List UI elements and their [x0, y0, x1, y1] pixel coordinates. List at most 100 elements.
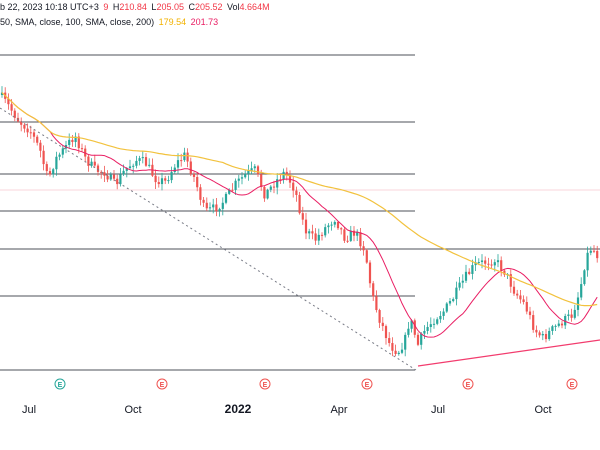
candle	[263, 185, 266, 202]
candle	[186, 148, 189, 168]
candle	[20, 117, 23, 132]
candle	[234, 178, 237, 195]
support-trendline	[417, 339, 600, 367]
candle	[132, 163, 135, 174]
candle	[247, 164, 250, 181]
candle	[356, 229, 359, 242]
candle	[301, 206, 304, 225]
candle	[29, 125, 32, 139]
candle	[208, 202, 212, 212]
candle	[573, 304, 576, 320]
candle	[272, 180, 276, 194]
earnings-marker[interactable]: E	[259, 378, 271, 390]
legend-low-value: 205.05	[156, 2, 184, 12]
candle	[519, 289, 522, 304]
x-axis-tick-label: Apr	[330, 404, 347, 416]
candle	[276, 173, 279, 195]
candle	[490, 259, 493, 269]
candle	[212, 198, 215, 214]
candle	[61, 145, 64, 159]
candle	[372, 280, 375, 301]
candle	[528, 306, 532, 320]
earnings-marker[interactable]: E	[361, 378, 373, 390]
candle	[100, 170, 103, 179]
candle	[112, 169, 116, 182]
earnings-letter: E	[466, 382, 471, 389]
trendlines	[0, 107, 600, 371]
earnings-marker[interactable]: E	[566, 378, 578, 390]
legend-ohlc-row: b 22, 2023 10:18 UTC+3 9 H210.84 L205.05…	[0, 2, 272, 12]
candle	[333, 220, 336, 228]
candle	[314, 228, 317, 245]
ma-slow-line	[1, 92, 598, 307]
candle	[538, 330, 541, 338]
candle	[410, 319, 413, 333]
legend-ma-value-1: 179.54	[158, 17, 187, 27]
x-axis-tick-label: Oct	[124, 404, 141, 416]
candle	[522, 295, 525, 305]
candle	[416, 332, 420, 347]
candle	[362, 241, 365, 256]
legend-ma-params: 50, SMA, close, 100, SMA, close, 200)	[0, 17, 155, 27]
chart-legend: b 22, 2023 10:18 UTC+3 9 H210.84 L205.05…	[0, 0, 600, 50]
candle	[461, 274, 464, 289]
earnings-letter: E	[263, 382, 268, 389]
candle	[151, 158, 154, 177]
candle	[74, 132, 77, 148]
candle	[148, 158, 151, 168]
candle	[404, 332, 407, 357]
x-axis: Jul Oct 2022 Apr Jul Oct	[22, 402, 552, 416]
candle	[544, 329, 548, 343]
candle	[378, 308, 381, 328]
candle	[55, 151, 58, 176]
earnings-marker[interactable]: E	[462, 378, 474, 390]
candle	[368, 260, 372, 288]
dotted-trendline	[0, 107, 417, 371]
candle	[240, 172, 244, 185]
candle	[80, 143, 84, 152]
candle	[509, 269, 512, 293]
candle	[551, 324, 554, 335]
candle	[45, 161, 48, 176]
legend-ma-value-2: 201.73	[190, 17, 219, 27]
earnings-marker[interactable]: E	[54, 378, 66, 390]
candle	[426, 321, 429, 335]
candle	[250, 161, 253, 175]
candle	[346, 235, 349, 243]
candle	[452, 297, 455, 303]
candle	[215, 198, 218, 217]
candle	[413, 318, 416, 338]
candle	[375, 290, 378, 313]
candle	[407, 321, 410, 338]
legend-date: b 22, 2023 10:18 UTC+3	[0, 2, 99, 12]
candle	[244, 170, 247, 179]
legend-volume-label: Vol	[227, 2, 240, 12]
horizontal-levels	[0, 54, 600, 371]
candle	[359, 227, 362, 251]
candle	[429, 317, 432, 333]
candle	[16, 112, 20, 123]
candle	[170, 166, 173, 184]
moving-averages	[1, 92, 598, 338]
candle	[218, 207, 221, 217]
earnings-marker[interactable]: E	[156, 378, 168, 390]
candle	[77, 133, 80, 154]
candle	[391, 337, 394, 357]
candle	[343, 227, 346, 244]
candle	[471, 259, 474, 280]
candle	[295, 186, 298, 202]
candle	[167, 175, 170, 184]
candle	[400, 342, 404, 355]
candle	[58, 152, 61, 161]
legend-close-label: C	[188, 2, 195, 12]
candle	[256, 164, 260, 177]
candle	[474, 256, 477, 271]
candle	[285, 167, 288, 181]
candle	[196, 172, 199, 192]
candle	[304, 212, 308, 240]
candle	[116, 174, 119, 190]
candle	[0, 86, 4, 98]
candle	[352, 226, 356, 242]
